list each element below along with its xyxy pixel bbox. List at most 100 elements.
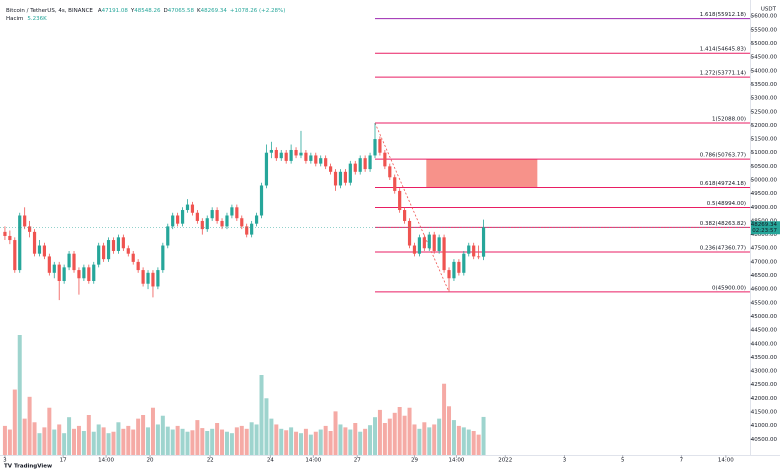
candle-body xyxy=(185,204,190,211)
candle-body xyxy=(279,152,283,159)
candle-body xyxy=(235,207,239,219)
volume-bar xyxy=(81,431,86,455)
candle-body xyxy=(388,166,392,178)
volume-bar xyxy=(471,431,476,455)
volume-bar xyxy=(343,427,348,455)
x-tick-label: 14:00 xyxy=(718,458,734,464)
symbol: Bitcoin / TetherUS, 4s, BINANCE xyxy=(6,8,93,14)
legend-volume: Hacim 5.236K xyxy=(6,16,47,22)
candle-body xyxy=(398,190,402,211)
candle-body xyxy=(37,245,42,254)
candle-body xyxy=(92,264,96,281)
y-tick-label: 50000.00 xyxy=(751,178,778,184)
fib-label: 0.618(49724.18) xyxy=(700,181,746,187)
x-tick-label: 29 xyxy=(411,458,418,464)
fib-label: 1.414(54645.83) xyxy=(700,47,746,53)
candle-body xyxy=(427,234,431,249)
volume-bar xyxy=(185,431,190,455)
volume-bar xyxy=(17,335,22,455)
x-tick-label: 14:00 xyxy=(305,458,321,464)
volume-bar xyxy=(417,428,422,455)
candle-body xyxy=(230,207,234,216)
y-tick-label: 45500.00 xyxy=(751,300,778,306)
volume-bar xyxy=(27,396,32,455)
last-price-label: 48269.34 xyxy=(751,222,778,228)
candle-body xyxy=(462,253,466,273)
y-tick-label: 41000.00 xyxy=(751,423,778,429)
candle-body xyxy=(407,220,412,246)
volume-bar xyxy=(279,428,284,455)
candle-body xyxy=(457,261,461,273)
y-tick-label: 40500.00 xyxy=(751,437,778,443)
ohlc-value: 48548.26 xyxy=(134,8,161,14)
candle-body xyxy=(151,272,155,287)
candle-body xyxy=(111,240,116,251)
candle-body xyxy=(442,237,446,271)
candle-body xyxy=(42,245,47,257)
candle-body xyxy=(47,256,51,273)
y-tick-label: 55000.00 xyxy=(751,41,778,47)
volume-bar xyxy=(210,428,215,455)
candle-body xyxy=(220,220,224,227)
candle-body xyxy=(106,240,111,260)
brand: TradingView xyxy=(14,464,52,470)
x-tick-label: 27 xyxy=(354,458,361,464)
candle-body xyxy=(432,234,436,251)
candle-body xyxy=(72,253,76,271)
y-tick-label: 43000.00 xyxy=(751,369,778,375)
volume-bar xyxy=(205,431,210,455)
candle-body xyxy=(274,149,278,159)
trend-line xyxy=(374,122,450,293)
ohlc-prefix: D xyxy=(164,8,168,14)
ohlc-prefix: Y xyxy=(130,8,135,14)
volume-bar xyxy=(451,420,456,455)
volume-bar xyxy=(392,412,397,455)
y-tick-label: 43500.00 xyxy=(751,355,778,361)
candle-body xyxy=(97,245,101,265)
volume-bar xyxy=(155,424,160,455)
y-tick-label: 47000.00 xyxy=(751,259,778,265)
candle-body xyxy=(121,237,125,249)
candle-body xyxy=(348,163,352,183)
volume-bar xyxy=(437,418,442,455)
candle-body xyxy=(156,270,160,287)
volume-bar xyxy=(136,418,141,455)
candle-body xyxy=(225,215,229,227)
fib-label: 1(52088.00) xyxy=(712,117,746,123)
candle-body xyxy=(309,155,313,161)
volume-bar xyxy=(358,431,363,455)
y-tick-label: 53500.00 xyxy=(751,82,778,88)
volume-bar xyxy=(397,407,402,455)
y-tick-label: 54000.00 xyxy=(751,68,778,74)
volume-bar xyxy=(442,383,447,455)
fib-label: 1.618(55912.18) xyxy=(700,12,746,18)
volume-bar xyxy=(432,424,437,455)
candle-body xyxy=(131,253,135,262)
volume-bar xyxy=(170,429,175,455)
currency: USDT xyxy=(761,7,777,13)
candle-body xyxy=(18,215,22,271)
volume-bar xyxy=(229,433,234,455)
volume-bar xyxy=(368,425,373,455)
candle-body xyxy=(403,210,407,221)
candle-body xyxy=(245,226,249,235)
volume-bar xyxy=(481,416,486,455)
volume-bar xyxy=(200,428,205,455)
candle-body xyxy=(417,237,422,254)
x-tick-label: 2022 xyxy=(498,458,512,464)
y-tick-label: 46500.00 xyxy=(751,273,778,279)
candle-body xyxy=(240,218,244,227)
volume-bar xyxy=(96,424,101,455)
volume-bar xyxy=(126,425,131,455)
fib-label: 0(45900.00) xyxy=(712,285,746,291)
volume-bar xyxy=(215,423,220,455)
y-tick-label: 45000.00 xyxy=(751,314,778,320)
volume-bar xyxy=(244,428,249,455)
change: +1078.26 (+2.28%) xyxy=(230,8,285,14)
candle-body xyxy=(368,155,372,170)
volume-bar xyxy=(353,423,358,455)
fib-label: 1.272(53771.14) xyxy=(700,71,746,77)
candle-body xyxy=(180,210,185,224)
candle-body xyxy=(393,177,397,191)
volume-bar xyxy=(7,429,12,455)
